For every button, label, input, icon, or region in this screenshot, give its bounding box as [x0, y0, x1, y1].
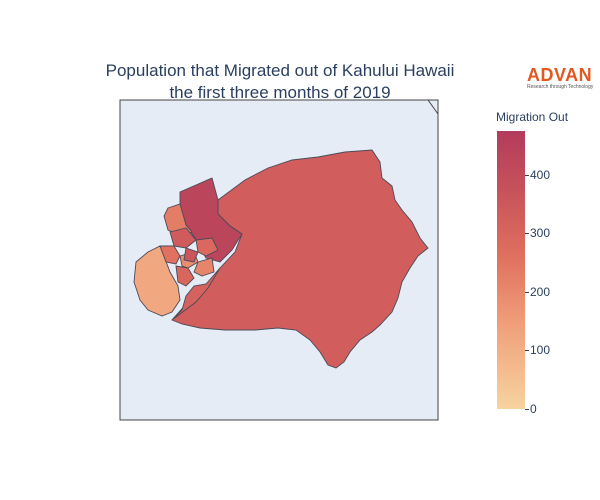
region-central-1[interactable] [169, 227, 197, 249]
colorbar-tick-label: 0 [530, 402, 537, 416]
colorbar-tick-label: 400 [530, 167, 551, 182]
colorbar [497, 131, 525, 409]
colorbar-title: Migration Out [496, 110, 569, 124]
colorbar-tick-mark [525, 409, 529, 410]
colorbar-tick-label: 200 [530, 284, 551, 299]
region-southwest[interactable] [171, 267, 221, 321]
title-line-2: the first three months of 2019 [169, 83, 391, 102]
region-central-5[interactable] [183, 247, 199, 263]
colorbar-tick-mark [525, 233, 529, 235]
regions-group [133, 149, 429, 369]
region-central-6[interactable] [193, 257, 215, 277]
logo-text: ADVAN [527, 65, 593, 85]
region-central-7[interactable] [175, 265, 195, 287]
colorbar-tick-label: 100 [530, 343, 551, 358]
title-line-1: Population that Migrated out of Kahului … [105, 61, 455, 80]
colorbar-tick-label: 300 [530, 226, 551, 241]
colorbar-tick-mark [525, 174, 529, 176]
region-central-4[interactable] [195, 237, 219, 257]
colorbar-tick-mark [525, 291, 529, 293]
region-central-2[interactable] [159, 245, 181, 265]
logo-tagline: Research through Technology [527, 84, 594, 90]
coast-line [427, 99, 439, 115]
chart-title: Population that Migrated out of Kahului … [60, 60, 500, 104]
advan-logo: ADVAN Research through Technology [527, 66, 595, 91]
colorbar-tick-mark [525, 350, 529, 352]
